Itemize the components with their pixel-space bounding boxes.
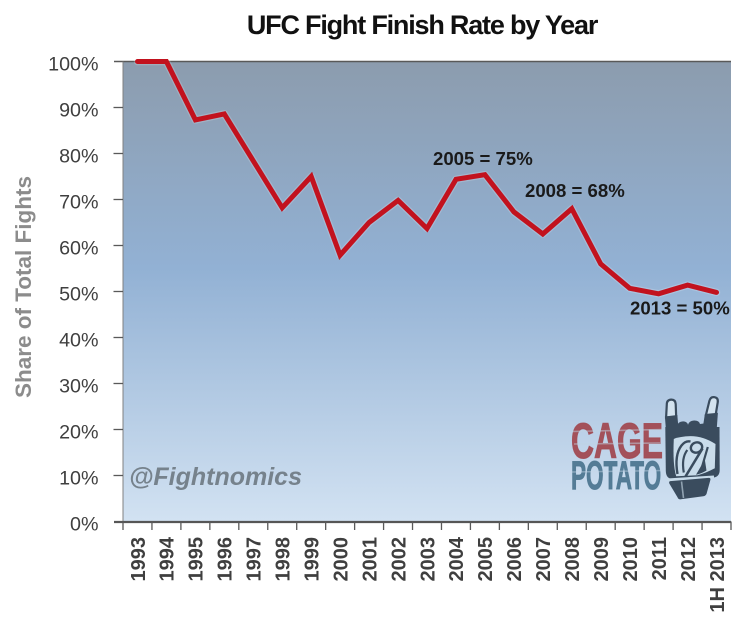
svg-text:20%: 20% — [59, 421, 98, 443]
svg-text:0%: 0% — [70, 513, 98, 535]
svg-text:70%: 70% — [59, 191, 98, 213]
svg-text:1997: 1997 — [244, 537, 266, 582]
svg-text:50%: 50% — [59, 283, 98, 305]
svg-text:10%: 10% — [59, 467, 98, 489]
svg-text:2012: 2012 — [678, 537, 700, 582]
svg-text:2002: 2002 — [388, 537, 410, 582]
svg-text:1993: 1993 — [128, 537, 150, 582]
svg-text:2011: 2011 — [649, 537, 671, 580]
svg-text:2008 = 68%: 2008 = 68% — [525, 180, 625, 201]
svg-text:1H 2013: 1H 2013 — [707, 537, 729, 613]
svg-text:POTATO: POTATO — [571, 453, 661, 497]
svg-text:2003: 2003 — [417, 537, 439, 582]
svg-text:1994: 1994 — [157, 536, 179, 581]
svg-text:1996: 1996 — [215, 537, 237, 582]
svg-text:2007: 2007 — [533, 537, 555, 582]
svg-text:1999: 1999 — [302, 537, 324, 582]
svg-text:UFC Fight Finish Rate by Year: UFC Fight Finish Rate by Year — [247, 10, 599, 40]
svg-text:2000: 2000 — [330, 537, 352, 582]
svg-text:2013 = 50%: 2013 = 50% — [630, 298, 730, 319]
svg-text:80%: 80% — [59, 145, 98, 167]
svg-text:2005 = 75%: 2005 = 75% — [433, 148, 533, 169]
svg-text:1998: 1998 — [273, 537, 295, 582]
svg-text:30%: 30% — [59, 375, 98, 397]
svg-text:90%: 90% — [59, 99, 98, 121]
svg-text:@Fightnomics: @Fightnomics — [129, 463, 302, 491]
svg-text:Share of Total Fights: Share of Total Fights — [11, 176, 36, 398]
svg-text:2005: 2005 — [475, 537, 497, 582]
svg-text:2009: 2009 — [591, 537, 613, 582]
svg-text:CAGE: CAGE — [571, 413, 663, 469]
svg-text:2006: 2006 — [504, 537, 526, 582]
svg-text:2008: 2008 — [562, 537, 584, 582]
svg-text:2004: 2004 — [446, 536, 468, 581]
svg-text:100%: 100% — [48, 53, 98, 75]
svg-text:2001: 2001 — [359, 537, 381, 582]
svg-text:1995: 1995 — [186, 537, 208, 582]
svg-text:40%: 40% — [59, 329, 98, 351]
svg-text:60%: 60% — [59, 237, 98, 259]
svg-text:2010: 2010 — [620, 537, 642, 582]
